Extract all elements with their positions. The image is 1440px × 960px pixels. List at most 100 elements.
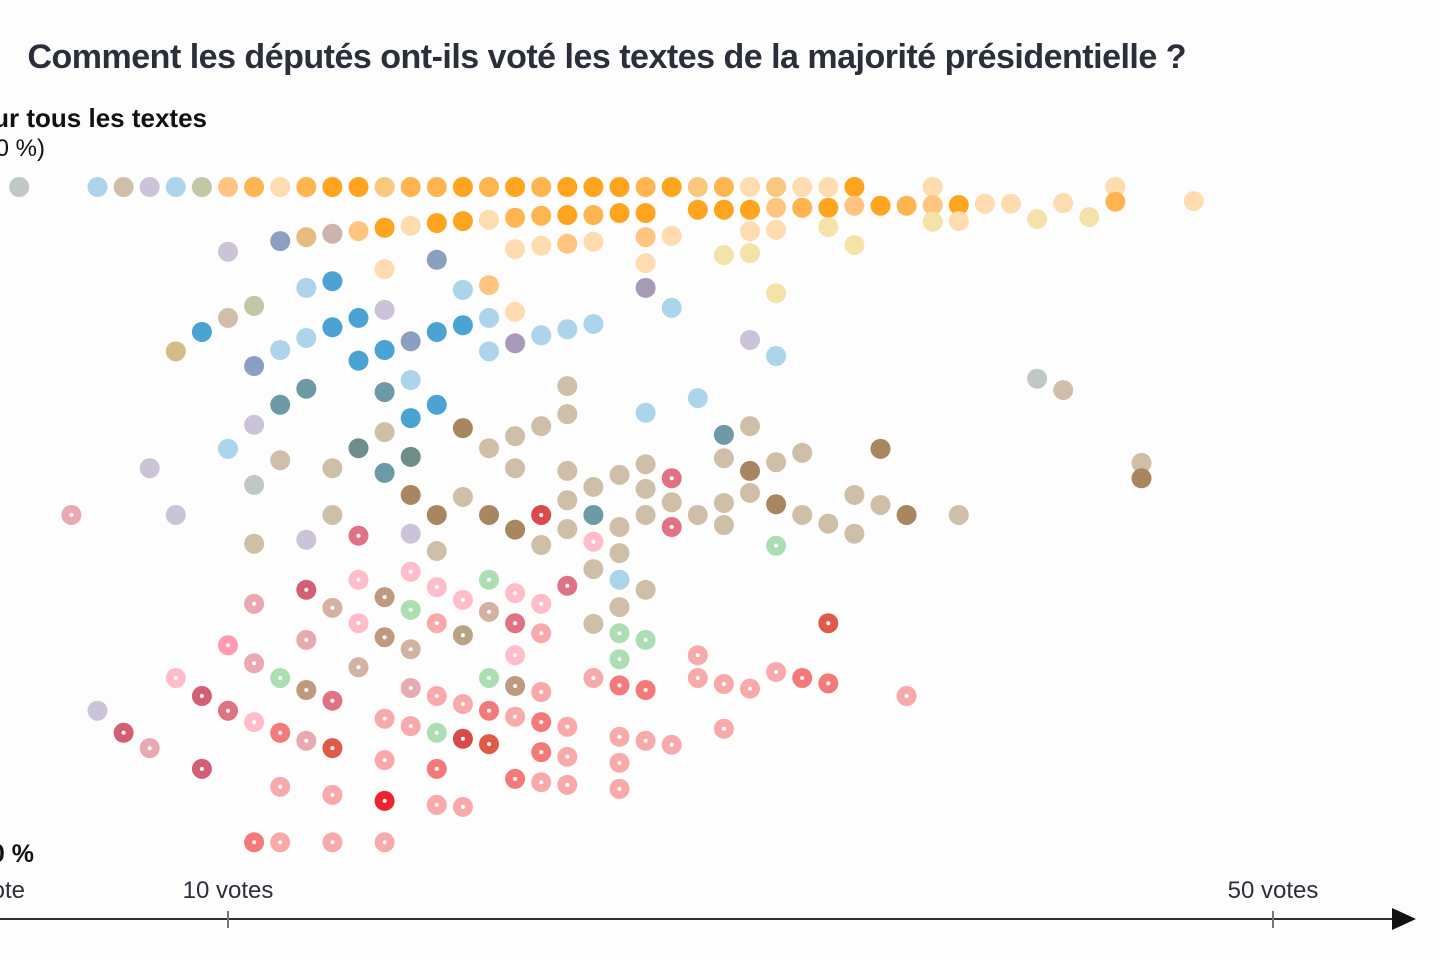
- data-point: [609, 569, 630, 590]
- data-point: [766, 452, 787, 473]
- data-point-marker: [513, 621, 518, 626]
- data-point-marker: [539, 690, 544, 695]
- data-point: [400, 370, 421, 391]
- data-point: [609, 464, 630, 485]
- data-point: [948, 504, 969, 525]
- data-point: [531, 177, 552, 197]
- data-point: [635, 277, 656, 298]
- data-point: [348, 221, 369, 242]
- data-point: [505, 301, 526, 322]
- data-point: [452, 486, 473, 507]
- data-point: [609, 517, 630, 538]
- data-point: [740, 199, 760, 220]
- dots: [9, 177, 1204, 853]
- data-point: [374, 177, 395, 197]
- data-point: [713, 199, 734, 220]
- data-point-marker: [539, 601, 544, 606]
- data-point-marker: [252, 601, 257, 606]
- data-point-marker: [826, 681, 831, 686]
- data-point: [635, 402, 656, 423]
- data-point: [583, 313, 604, 334]
- data-point-marker: [695, 675, 700, 680]
- data-point: [609, 177, 630, 197]
- data-point-marker: [356, 621, 361, 626]
- data-point: [296, 378, 317, 399]
- data-point: [218, 438, 238, 459]
- data-point: [505, 519, 526, 540]
- data-point: [583, 177, 604, 197]
- data-point: [844, 195, 865, 216]
- data-point-marker: [539, 780, 544, 785]
- data-point: [531, 416, 552, 437]
- data-point: [400, 331, 421, 352]
- data-point-marker: [330, 698, 335, 703]
- data-point: [374, 259, 395, 280]
- data-point: [165, 341, 186, 362]
- data-point: [713, 515, 734, 536]
- data-point-marker: [278, 730, 283, 735]
- data-point-marker: [539, 631, 544, 636]
- data-point: [426, 249, 447, 270]
- data-point-marker: [460, 804, 465, 809]
- data-point: [270, 231, 291, 252]
- data-point-marker: [669, 525, 674, 530]
- data-point: [818, 177, 839, 197]
- data-point: [505, 458, 526, 479]
- data-point: [348, 350, 369, 371]
- data-point: [661, 492, 682, 513]
- data-point: [557, 376, 578, 397]
- data-point: [740, 460, 760, 481]
- data-point: [661, 225, 682, 246]
- data-point-marker: [356, 533, 361, 538]
- data-point: [426, 177, 447, 197]
- data-point: [531, 535, 552, 556]
- data-point-marker: [434, 694, 439, 699]
- data-point: [557, 177, 578, 197]
- data-point: [713, 245, 734, 266]
- data-point-marker: [382, 716, 387, 721]
- data-point: [922, 177, 943, 197]
- data-point: [818, 513, 839, 534]
- data-point-marker: [617, 657, 622, 662]
- x-axis: [0, 908, 1416, 930]
- data-point: [792, 504, 813, 525]
- data-point-marker: [147, 746, 152, 751]
- data-point: [792, 442, 813, 463]
- data-point: [218, 307, 238, 328]
- data-point: [531, 325, 552, 346]
- data-point: [244, 177, 265, 197]
- data-point: [870, 438, 891, 459]
- data-point: [400, 446, 421, 467]
- data-point: [374, 217, 395, 238]
- data-point: [139, 177, 160, 197]
- data-point: [296, 277, 317, 298]
- data-point: [322, 458, 343, 479]
- data-point: [557, 233, 578, 254]
- data-point: [661, 297, 682, 318]
- data-point: [426, 394, 447, 415]
- data-point: [1053, 380, 1074, 401]
- data-point: [479, 438, 499, 459]
- data-point: [1053, 193, 1074, 214]
- data-point-marker: [826, 621, 831, 626]
- data-point: [740, 221, 760, 242]
- data-point: [296, 529, 317, 550]
- data-point-marker: [226, 643, 230, 648]
- data-point-marker: [904, 694, 909, 699]
- data-point: [113, 177, 134, 197]
- data-point: [583, 504, 604, 525]
- data-point: [400, 484, 421, 505]
- data-point-marker: [252, 661, 257, 666]
- data-point: [452, 279, 473, 300]
- data-point: [609, 203, 630, 224]
- data-point-marker: [278, 784, 283, 789]
- data-point-marker: [513, 653, 518, 658]
- chart-title: Comment les députés ont-ils voté les tex…: [27, 38, 1186, 76]
- data-point-marker: [591, 675, 596, 680]
- data-point-marker: [539, 750, 544, 755]
- data-point: [322, 317, 343, 338]
- data-point-marker: [748, 686, 752, 691]
- data-point-marker: [434, 766, 439, 771]
- data-point: [948, 211, 969, 232]
- data-point-marker: [356, 665, 361, 670]
